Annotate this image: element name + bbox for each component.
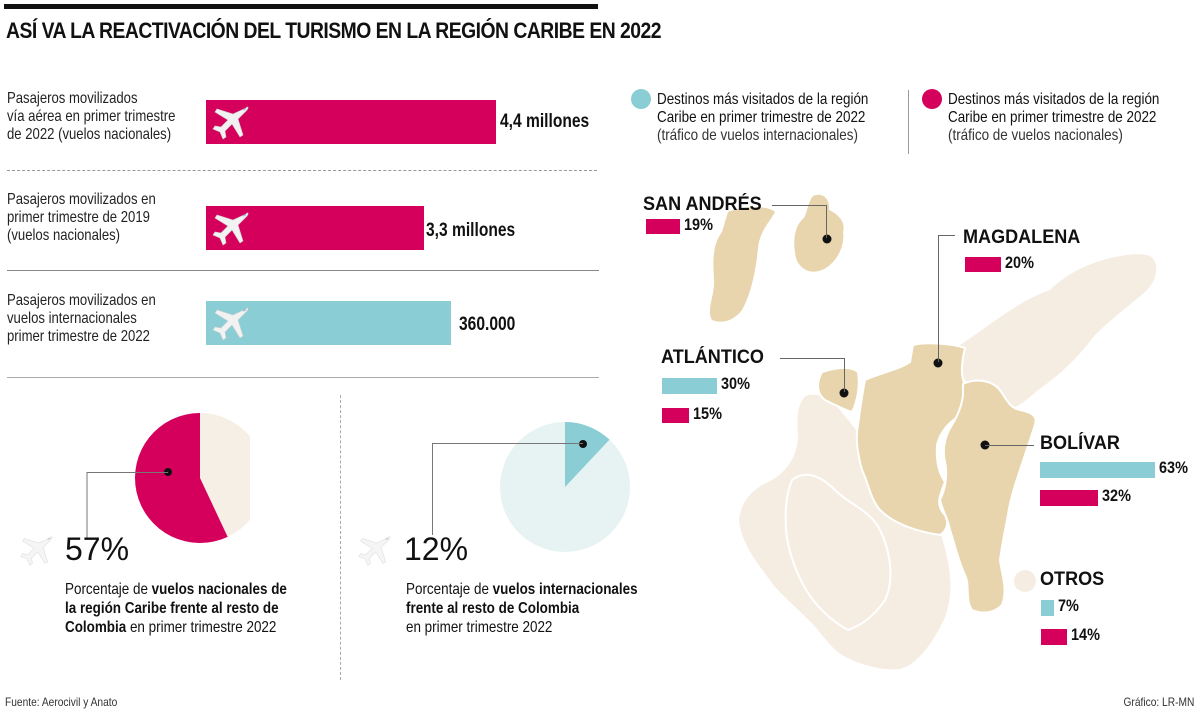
- region-bolivar-name: BOLÍVAR: [1040, 433, 1120, 454]
- bar-national-2022: [206, 100, 496, 144]
- title-rule: [4, 4, 598, 9]
- region-magdalena-national-bar: [965, 257, 1001, 272]
- legend-international: Destinos más visitados de la región Cari…: [657, 91, 868, 145]
- leader-magdalena: [938, 235, 955, 362]
- pie-leader-line: [86, 472, 168, 540]
- marker-san-andres: [822, 234, 832, 244]
- legend-subtext: (tráfico de vuelos nacionales): [948, 127, 1123, 144]
- pie-leader-line: [432, 443, 583, 535]
- region-atlantico-national-value: 15%: [693, 404, 722, 423]
- desc-text: Porcentaje de: [406, 581, 493, 598]
- region-bolivar-international-value: 63%: [1159, 458, 1188, 477]
- region-otros-national-bar: [1041, 629, 1067, 645]
- region-bolivar-national-value: 32%: [1102, 486, 1131, 505]
- legend-international-swatch: [631, 89, 651, 109]
- region-magdalena-name: MAGDALENA: [963, 227, 1081, 248]
- bar-value-2: 3,3 millones: [426, 220, 516, 241]
- desc-bold: frente al resto de Colombia: [406, 600, 580, 617]
- divider: [7, 270, 599, 271]
- legend-subtext: (tráfico de vuelos internacionales): [657, 127, 858, 144]
- divider: [7, 377, 599, 378]
- pie-international-value: 12%: [404, 531, 469, 567]
- pie-slice-caribe: [134, 413, 228, 543]
- region-bolivar-national-bar: [1040, 490, 1098, 506]
- map-guajira-region: [956, 254, 1157, 409]
- section-divider: [340, 395, 341, 680]
- legend-text: Destinos más visitados de la región: [657, 91, 869, 108]
- map-providencia-island: [794, 194, 844, 272]
- otros-swatch: [1014, 570, 1036, 592]
- legend-text: Caribe en primer trimestre de 2022: [948, 109, 1157, 126]
- legend-national: Destinos más visitados de la región Cari…: [948, 91, 1159, 145]
- desc-text: en primer trimestre 2022: [126, 619, 277, 636]
- pie-international-description: Porcentaje de vuelos internacionales fre…: [406, 580, 638, 637]
- desc-bold: vuelos internacionales: [492, 581, 638, 598]
- bar-international-2022: [206, 301, 451, 345]
- region-atlantico-national-bar: [662, 408, 689, 423]
- bar-value-3: 360.000: [459, 314, 516, 335]
- desc-text: Porcentaje de: [65, 581, 152, 598]
- region-otros-international-bar: [1041, 600, 1054, 616]
- pie-slice-caribe: [565, 422, 610, 487]
- pie-national: [134, 413, 250, 543]
- credit-note: Gráfico: LR-MN: [1123, 695, 1194, 709]
- region-san-andres-name: SAN ANDRÉS: [643, 194, 762, 215]
- divider: [7, 170, 597, 171]
- leader-atlantico: [780, 358, 845, 392]
- bar-national-2019: [206, 206, 424, 250]
- bar-label-3: Pasajeros movilizados en vuelos internac…: [7, 292, 156, 345]
- bar-value-1: 4,4 millones: [500, 111, 590, 132]
- marker-atlantico: [839, 388, 849, 398]
- region-otros-international-value: 7%: [1058, 596, 1079, 615]
- region-atlantico-international-bar: [662, 378, 717, 394]
- desc-bold: vuelos nacionales de: [151, 581, 287, 598]
- bar-label-2: Pasajeros movilizados en primer trimestr…: [7, 191, 156, 244]
- region-atlantico-name: ATLÁNTICO: [661, 347, 764, 368]
- legend-text: Caribe en primer trimestre de 2022: [657, 109, 866, 126]
- pie-national-description: Porcentaje de vuelos nacionales de la re…: [65, 580, 287, 637]
- marker-magdalena: [933, 358, 943, 368]
- desc-text: en primer trimestre 2022: [406, 619, 553, 636]
- legend-divider: [908, 90, 909, 154]
- pie-international: [500, 422, 630, 552]
- region-otros-name: OTROS: [1040, 569, 1105, 590]
- map-san-andres-island: [709, 207, 775, 322]
- map-atlantico: [817, 366, 860, 414]
- region-bolivar-international-bar: [1040, 462, 1155, 478]
- bar-label-1: Pasajeros movilizados vía aérea en prime…: [7, 90, 176, 143]
- region-san-andres-national-value: 19%: [684, 215, 713, 234]
- map-bolivar: [938, 379, 1037, 614]
- pie-national-value: 57%: [65, 531, 130, 567]
- page-title: ASÍ VA LA REACTIVACIÓN DEL TURISMO EN LA…: [6, 18, 662, 43]
- region-atlantico-international-value: 30%: [721, 374, 750, 393]
- desc-bold: Colombia: [65, 619, 127, 636]
- desc-bold: la región Caribe frente al resto de: [65, 600, 279, 617]
- legend-text: Destinos más visitados de la región: [948, 91, 1160, 108]
- region-otros-national-value: 14%: [1071, 625, 1100, 644]
- legend-national-swatch: [922, 89, 942, 109]
- region-san-andres-national-bar: [646, 219, 680, 234]
- leader-san-andres: [772, 205, 827, 238]
- source-note: Fuente: Aerocivil y Anato: [5, 695, 118, 709]
- map-sucre: [784, 473, 892, 632]
- region-magdalena-national-value: 20%: [1005, 253, 1034, 272]
